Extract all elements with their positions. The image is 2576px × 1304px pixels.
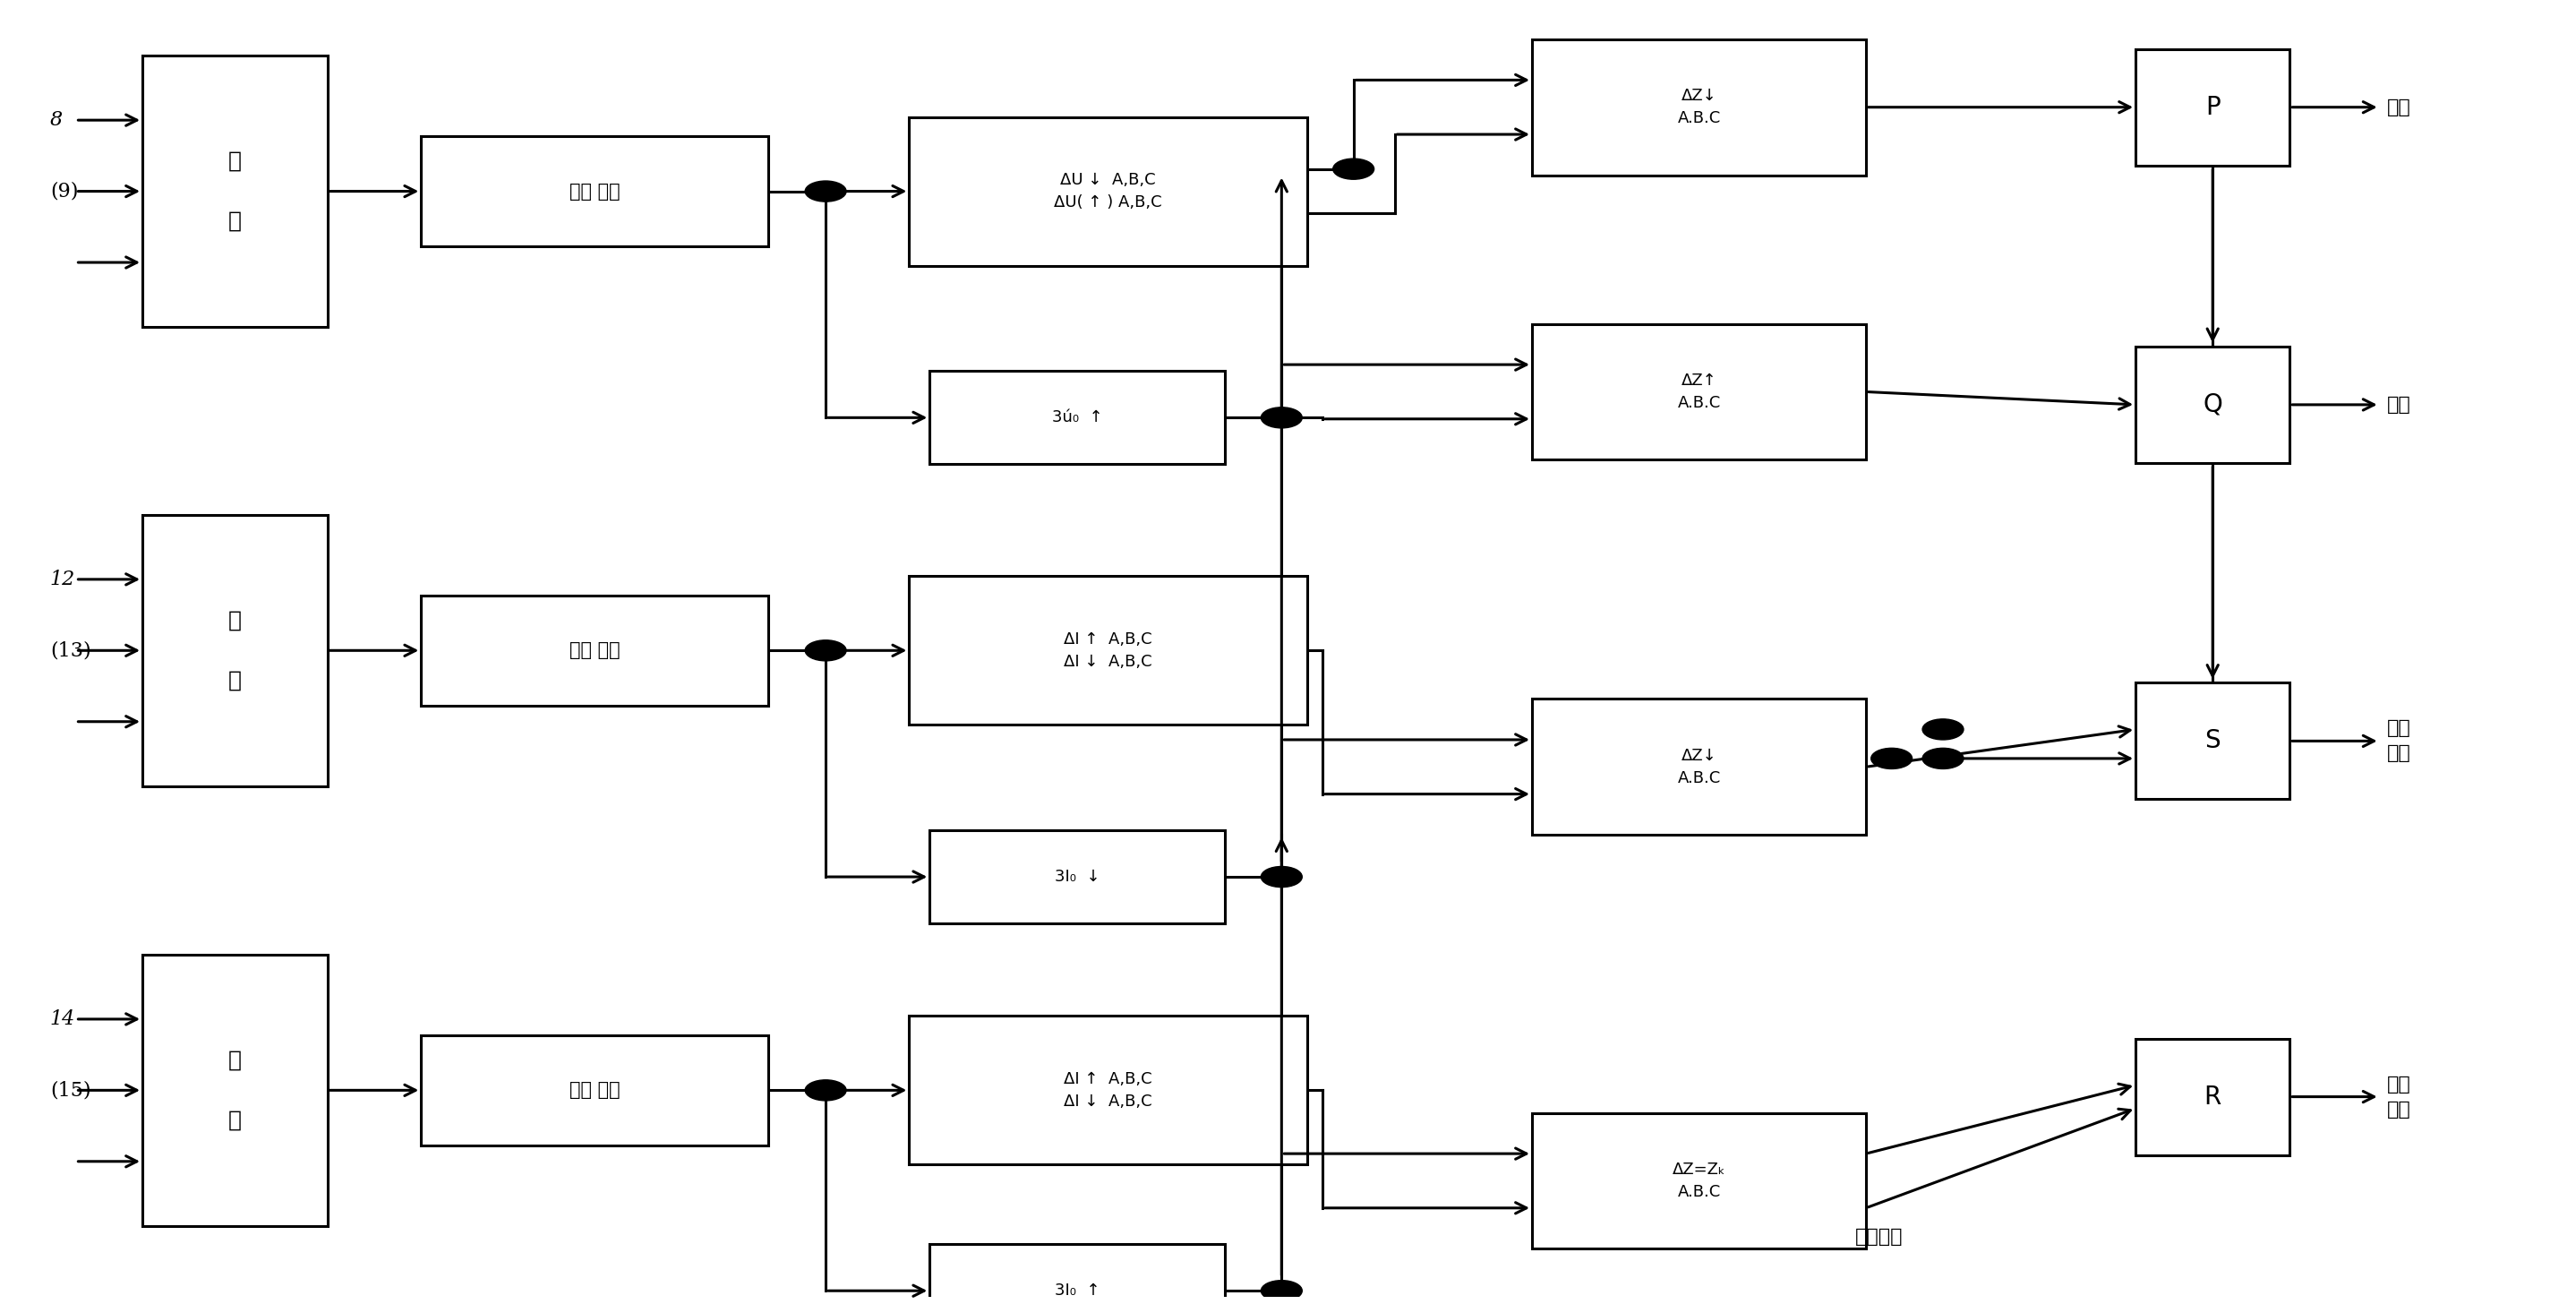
Text: ΔZ=Zₖ
A.B.C: ΔZ=Zₖ A.B.C [1672, 1162, 1726, 1200]
Text: 8: 8 [49, 111, 62, 130]
Text: R: R [2205, 1084, 2221, 1110]
Text: ΔI ↑  A,B,C
ΔI ↓  A,B,C: ΔI ↑ A,B,C ΔI ↓ A,B,C [1064, 631, 1151, 670]
Bar [420, 1035, 768, 1145]
Bar [930, 372, 1226, 464]
Bar [909, 576, 1306, 725]
Text: ΔZ↓
A.B.C: ΔZ↓ A.B.C [1677, 87, 1721, 126]
Text: P: P [2205, 95, 2221, 120]
Circle shape [806, 1080, 845, 1101]
Circle shape [1922, 719, 1963, 739]
Circle shape [1262, 866, 1301, 887]
Text: 外部
故障: 外部 故障 [2388, 1076, 2411, 1119]
Text: 3ú₀  ↑: 3ú₀ ↑ [1051, 409, 1103, 425]
Circle shape [1262, 407, 1301, 428]
Text: 数采 处理: 数采 处理 [569, 183, 621, 201]
Text: (9): (9) [49, 181, 77, 201]
Text: (15): (15) [49, 1081, 90, 1101]
Text: ΔZ↑
A.B.C: ΔZ↑ A.B.C [1677, 373, 1721, 411]
Circle shape [1870, 748, 1911, 769]
Text: 故障判定: 故障判定 [1855, 1227, 1904, 1245]
Text: Q: Q [2202, 393, 2223, 417]
Bar [909, 117, 1306, 266]
Text: 数采 处理: 数采 处理 [569, 642, 621, 660]
Text: 测

量: 测 量 [229, 150, 242, 232]
Bar [2136, 347, 2290, 463]
Text: 测

量: 测 量 [229, 1050, 242, 1131]
Bar [1533, 39, 1865, 175]
Bar [1533, 323, 1865, 460]
Bar [142, 56, 327, 327]
Text: 接地: 接地 [2388, 98, 2411, 116]
Circle shape [1262, 1281, 1301, 1301]
Text: 3I₀  ↓: 3I₀ ↓ [1054, 868, 1100, 885]
Circle shape [1922, 748, 1963, 769]
Text: 数采 处理: 数采 处理 [569, 1081, 621, 1099]
Circle shape [1332, 159, 1373, 180]
Bar [2136, 50, 2290, 166]
Text: ΔI ↑  A,B,C
ΔI ↓  A,B,C: ΔI ↑ A,B,C ΔI ↓ A,B,C [1064, 1071, 1151, 1110]
Text: 开断: 开断 [2388, 395, 2411, 413]
Bar [1533, 699, 1865, 835]
Bar [420, 137, 768, 246]
Circle shape [806, 181, 845, 202]
Text: ΔZ↓
A.B.C: ΔZ↓ A.B.C [1677, 747, 1721, 786]
Bar [930, 831, 1226, 923]
Text: 3I₀  ↑: 3I₀ ↑ [1054, 1283, 1100, 1299]
Circle shape [806, 640, 845, 661]
Text: ΔU ↓  A,B,C
ΔU( ↑ ) A,B,C: ΔU ↓ A,B,C ΔU( ↑ ) A,B,C [1054, 172, 1162, 210]
Bar [1533, 1112, 1865, 1249]
Text: (13): (13) [49, 640, 90, 660]
Text: 匠间
短路: 匠间 短路 [2388, 720, 2411, 763]
Text: 12: 12 [49, 570, 75, 589]
Bar [2136, 683, 2290, 799]
Bar [142, 515, 327, 786]
Text: 测

量: 测 量 [229, 610, 242, 691]
Bar [909, 1016, 1306, 1164]
Bar [142, 955, 327, 1226]
Bar [930, 1244, 1226, 1304]
Text: S: S [2205, 729, 2221, 754]
Bar [2136, 1038, 2290, 1155]
Bar [420, 596, 768, 705]
Text: 14: 14 [49, 1009, 75, 1029]
